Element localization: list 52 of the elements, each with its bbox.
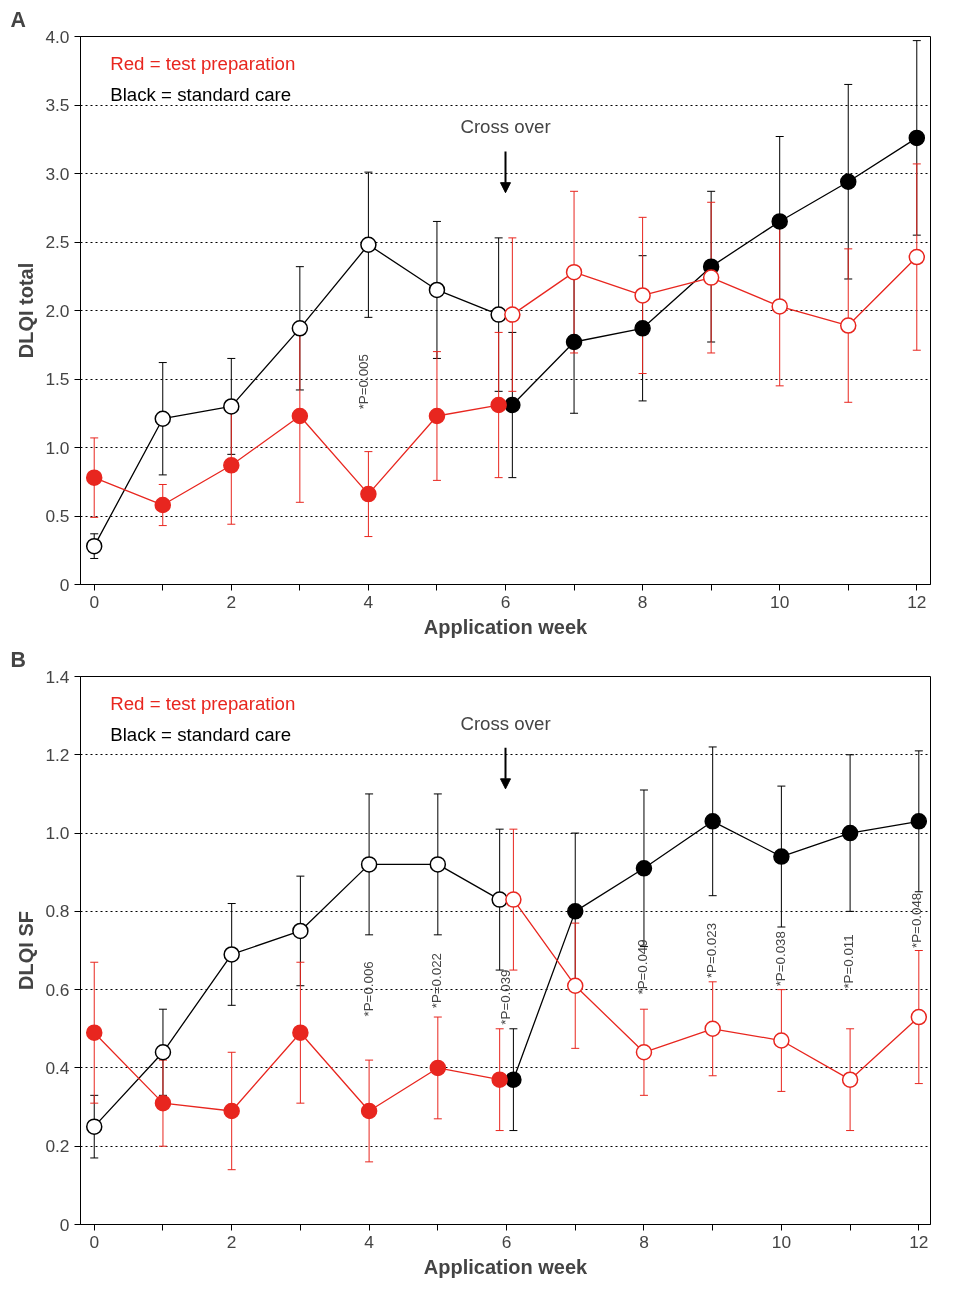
annotation: *P=0.022 [429, 953, 445, 1009]
annotation: *P=0.048 [909, 892, 925, 948]
x-tick-label: 2 [226, 591, 237, 612]
y-tick-label: 0.5 [45, 506, 70, 526]
y-tick-label: 0.8 [45, 901, 70, 922]
annotation: *P=0.023 [703, 922, 719, 979]
annotation: *P=0.006 [361, 961, 377, 1017]
y-tick-label: 2.5 [45, 232, 70, 252]
y-tick-label: 4.0 [45, 26, 70, 47]
y-tick-label: 0.2 [45, 1136, 70, 1157]
x-tick-label: 12 [907, 591, 927, 612]
y-tick-label: 3.0 [45, 163, 70, 184]
y-tick-label: 0.4 [45, 1057, 70, 1078]
annotation: *P=0.038 [772, 931, 788, 987]
x-axis-title: Application week [423, 615, 589, 638]
x-tick-label: 10 [771, 1231, 792, 1252]
y-tick-label: 3.5 [45, 95, 70, 115]
annotation: Black = standard care [110, 723, 292, 745]
annotation: *P=0.039 [498, 969, 513, 1025]
x-axis-title: Application week [423, 1255, 589, 1278]
x-tick-label: 6 [500, 591, 511, 612]
annotation: *P=0.049 [634, 939, 650, 995]
annotation: *P=0.011 [840, 934, 856, 989]
x-tick-label: 4 [364, 1231, 375, 1252]
y-tick-label: 1.2 [45, 744, 70, 765]
y-tick-label: 1.0 [45, 823, 70, 844]
y-axis-title: DLQI total [15, 262, 38, 359]
annotation: Cross over [460, 116, 551, 138]
x-tick-label: 10 [770, 591, 790, 612]
chart-title: B [10, 647, 26, 672]
x-tick-label: 0 [89, 591, 100, 612]
annotation: Red = test preparation [110, 53, 296, 75]
x-tick-label: 8 [639, 1231, 649, 1252]
x-tick-label: 8 [637, 591, 648, 612]
y-tick-label: 0.6 [45, 979, 70, 1000]
annotation: Black = standard care [110, 83, 292, 105]
y-tick-label: 1.4 [45, 666, 70, 687]
x-tick-label: 12 [909, 1231, 929, 1252]
y-tick-label: 0 [59, 574, 70, 595]
y-tick-label: 0 [59, 1214, 70, 1235]
annotation: Cross over [460, 712, 551, 734]
y-tick-label: 1.0 [45, 437, 70, 458]
y-tick-label: 1.5 [45, 369, 70, 389]
y-tick-label: 2.0 [45, 300, 70, 321]
x-tick-label: 4 [363, 591, 374, 612]
x-tick-label: 2 [226, 1231, 237, 1252]
chart-title: A [10, 7, 26, 32]
annotation: *P=0.005 [356, 354, 372, 410]
annotation: Red = test preparation [110, 693, 296, 715]
y-axis-title: DLQI SF [15, 911, 38, 990]
x-tick-label: 0 [89, 1231, 100, 1252]
x-tick-label: 6 [501, 1231, 512, 1252]
